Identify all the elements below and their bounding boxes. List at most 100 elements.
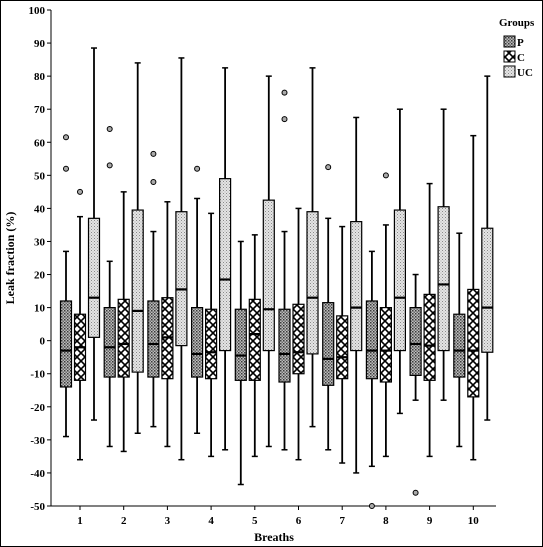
outlier-point [150, 178, 157, 185]
y-tick-label: 50 [34, 170, 46, 182]
x-tick-label: 8 [383, 515, 389, 527]
box-iqr [205, 308, 218, 380]
box-uc-8 [393, 108, 406, 415]
x-tick-label: 2 [121, 515, 127, 527]
box-c-3 [161, 201, 174, 448]
y-tick-label: 40 [34, 203, 46, 215]
y-tick-label: 80 [34, 71, 46, 83]
legend-item-c: C [503, 50, 525, 64]
y-tick-label: 20 [34, 270, 46, 282]
box-iqr [379, 307, 392, 383]
legend: Groups PC UC [499, 17, 535, 79]
box-p-8 [365, 250, 378, 509]
x-tick-label: 9 [427, 515, 433, 527]
legend-label: P [517, 37, 524, 49]
outlier-point [194, 165, 201, 172]
box-c-2 [117, 191, 130, 453]
box-iqr [147, 300, 160, 378]
box-iqr [103, 307, 116, 378]
box-uc-9 [437, 108, 450, 401]
y-tick-label: -40 [30, 468, 45, 480]
legend-swatch [503, 50, 516, 63]
y-tick-label: -10 [30, 369, 45, 381]
y-tick-label: 70 [34, 104, 46, 116]
y-tick-label: 30 [34, 236, 46, 248]
x-tick-label: 1 [77, 515, 83, 527]
box-iqr [131, 209, 144, 373]
box-p-5 [234, 240, 247, 486]
box-iqr [350, 221, 363, 352]
x-tick-label: 10 [468, 515, 480, 527]
box-iqr [423, 293, 436, 381]
box-p-3 [147, 150, 160, 428]
box-iqr [191, 307, 204, 378]
y-tick-label: 0 [40, 336, 46, 348]
box-iqr [262, 199, 275, 352]
box-iqr [409, 307, 422, 376]
outlier-point [368, 503, 375, 509]
box-p-10 [453, 232, 466, 448]
box-uc-6 [306, 67, 319, 428]
outlier-point [150, 150, 157, 157]
outlier-point [106, 162, 113, 169]
box-c-9 [423, 182, 436, 458]
y-tick-label: -30 [30, 435, 45, 447]
box-c-8 [379, 172, 392, 458]
outlier-point [106, 126, 113, 133]
legend-swatch [503, 35, 516, 48]
x-tick-label: 5 [252, 515, 258, 527]
box-uc-7 [350, 116, 363, 474]
y-tick-label: -20 [30, 402, 45, 414]
legend-label: UC [517, 67, 533, 79]
box-p-9 [409, 273, 422, 496]
legend-swatch [503, 65, 516, 78]
series-uc [87, 47, 494, 474]
series-p [59, 89, 466, 509]
box-iqr [175, 211, 188, 347]
box-c-5 [248, 234, 261, 458]
y-tick-label: 10 [34, 303, 46, 315]
box-iqr [117, 298, 130, 378]
box-iqr [467, 288, 480, 398]
box-iqr [481, 227, 494, 353]
outlier-point [382, 172, 389, 179]
box-p-1 [59, 134, 73, 438]
box-p-2 [103, 126, 116, 448]
box-p-4 [191, 165, 204, 435]
legend-label: C [517, 52, 525, 64]
box-iqr [365, 300, 378, 380]
box-uc-1 [87, 47, 101, 421]
box-iqr [292, 303, 305, 375]
legend-item-uc: UC [503, 65, 533, 79]
box-p-6 [278, 89, 291, 451]
x-tick-label: 6 [296, 515, 302, 527]
y-axis-title: Leak fraction (%) [3, 212, 17, 305]
outlier-point [281, 89, 288, 96]
box-c-1 [73, 188, 87, 461]
box-uc-5 [262, 75, 275, 448]
outlier-point [412, 489, 419, 496]
box-iqr [306, 211, 319, 355]
box-uc-2 [131, 62, 144, 435]
box-iqr [453, 313, 466, 378]
plot-area [50, 10, 496, 507]
outlier-point [63, 165, 69, 172]
box-iqr [322, 302, 335, 386]
box-uc-10 [481, 75, 494, 421]
legend-item-p: P [503, 35, 524, 49]
box-c-4 [205, 212, 218, 458]
box-iqr [336, 315, 349, 380]
x-tick-label: 4 [208, 515, 214, 527]
box-iqr [234, 308, 247, 381]
outlier-point [63, 134, 69, 141]
box-iqr [219, 178, 232, 352]
series-c [73, 134, 480, 464]
y-tick-label: 60 [34, 137, 46, 149]
x-axis: 1 2 3 4 5 6 7 8 9 10 [77, 506, 479, 527]
box-iqr [437, 206, 450, 352]
box-iqr [87, 217, 101, 338]
box-p-7 [322, 164, 335, 451]
